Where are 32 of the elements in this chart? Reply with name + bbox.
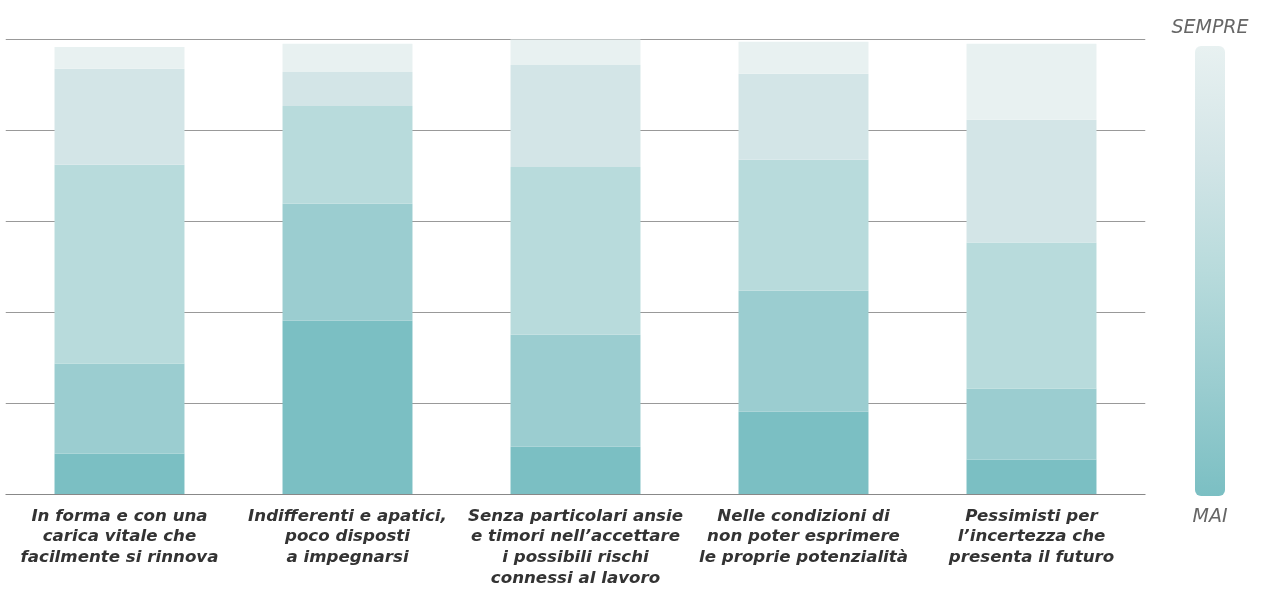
bar <box>966 242 1097 389</box>
bar <box>54 363 185 454</box>
bar <box>282 71 413 107</box>
text: MAI <box>1191 503 1229 529</box>
bar <box>738 41 869 74</box>
bar <box>282 106 413 204</box>
bar <box>282 203 413 321</box>
bar <box>738 159 869 291</box>
bar <box>738 411 869 495</box>
bar <box>510 334 641 447</box>
bar <box>738 73 869 160</box>
bar <box>738 290 869 412</box>
bar <box>966 43 1097 120</box>
bar <box>54 46 185 69</box>
x-tick-label: Senza particolari ansie e timori nell’accettare i possibili rischi connessi al lavoro <box>468 505 683 588</box>
bar <box>966 119 1097 243</box>
text: SEMPRE <box>1170 14 1250 39</box>
bar <box>510 166 641 335</box>
x-tick-label: In forma e con una carica vitale che facilmente si rinnova <box>20 505 219 567</box>
bar <box>510 65 641 167</box>
bar <box>966 388 1097 460</box>
bar <box>966 459 1097 495</box>
bar <box>54 453 185 495</box>
bar <box>282 43 413 72</box>
bar <box>54 164 185 364</box>
x-tick-label: Pessimisti per l’incertezza che presenta il futuro <box>947 505 1115 567</box>
x-tick-label: Indifferenti e apatici, poco disposti a impegnarsi <box>248 505 447 567</box>
bar <box>54 68 185 165</box>
bar <box>510 446 641 495</box>
x-tick-label: Nelle condizioni di non poter esprimere le proprie potenzialità <box>698 505 909 567</box>
bar <box>510 39 641 66</box>
bar <box>282 320 413 495</box>
